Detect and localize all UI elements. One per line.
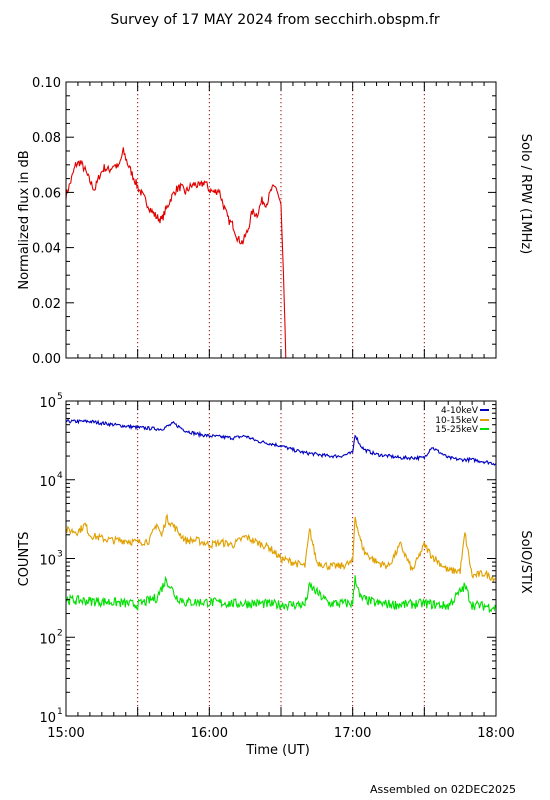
stix-4-10kev-line xyxy=(65,418,497,466)
y-tick-label: 0.06 xyxy=(32,186,61,201)
legend-label-4-10kev: 4-10keV xyxy=(441,406,479,416)
x-tick-label: 17:00 xyxy=(334,726,371,741)
y-tick-label: 0.04 xyxy=(32,242,61,257)
y-tick-label: 0.00 xyxy=(32,352,61,367)
y-tick-label: 10 xyxy=(39,475,56,490)
x-tick-label: 18:00 xyxy=(477,726,514,741)
stix-right-label: SolO/STIX xyxy=(518,530,533,593)
stix-10-15kev-line xyxy=(65,513,497,582)
y-tick-exponent: 2 xyxy=(57,628,63,638)
y-tick-label: 0.08 xyxy=(32,131,61,146)
stix-ylabel: COUNTS xyxy=(17,532,32,587)
rpw-ylabel: Normalized flux in dB xyxy=(17,150,32,289)
y-tick-label: 10 xyxy=(39,632,56,647)
y-tick-exponent: 4 xyxy=(57,471,63,481)
y-tick-label: 10 xyxy=(39,554,56,569)
y-tick-exponent: 5 xyxy=(57,392,63,402)
y-tick-exponent: 1 xyxy=(57,707,63,717)
legend-label-15-25kev: 15-25keV xyxy=(435,425,479,435)
x-tick-label: 15:00 xyxy=(47,726,84,741)
stix-15-25kev-line xyxy=(65,575,497,614)
bottom-dotted-lines xyxy=(137,401,425,716)
legend-label-10-15kev: 10-15keV xyxy=(435,416,479,426)
y-tick-label: 0.02 xyxy=(32,297,61,312)
page-title: Survey of 17 MAY 2024 from secchirh.obsp… xyxy=(110,12,440,28)
x-axis-label: Time (UT) xyxy=(245,743,310,758)
rpw-right-label: Solo / RPW (1MHz) xyxy=(518,134,533,255)
x-tick-label: 16:00 xyxy=(191,726,228,741)
y-tick-label: 0.10 xyxy=(32,76,61,91)
y-tick-label: 10 xyxy=(39,711,56,726)
y-tick-label: 10 xyxy=(39,396,56,411)
assembled-note: Assembled on 02DEC2025 xyxy=(370,783,516,796)
rpw-axis-ticks: 0.00 0.02 0.04 0.06 0.08 0.10 xyxy=(32,76,497,367)
legend: 4-10keV 10-15keV 15-25keV xyxy=(435,406,489,435)
rpw-panel: 0.00 0.02 0.04 0.06 0.08 0.10 Normalized flux… xyxy=(17,76,533,367)
y-tick-exponent: 3 xyxy=(57,550,63,560)
